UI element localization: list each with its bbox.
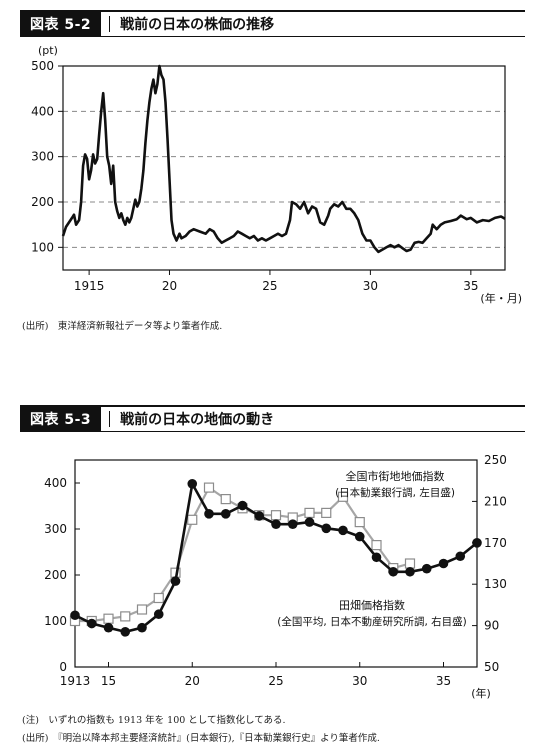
farmland-index-marker [254,511,265,521]
farmland-index-marker [338,525,348,536]
right-y-tick-label: 250 [484,453,507,467]
farmland-index-marker [137,622,147,633]
farmland-index-marker [354,531,365,542]
series1-label: 全国市街地地価指数 [346,469,445,483]
farmland-index-marker [237,500,248,511]
figure1-number: 図表 5-2 [20,12,102,36]
x-tick-label: 30 [352,674,367,688]
y-tick-label: 100 [31,240,54,254]
farmland-index-marker [204,509,214,519]
farmland-index-marker [170,576,181,586]
x-tick-label: 15 [101,674,116,688]
series2-label-desc: (全国平均, 日本不動産研究所調, 右目盛) [277,615,467,628]
figure1-title: 戦前の日本の株価の推移 [109,16,274,33]
farmland-index-marker [153,609,164,620]
urban-land-index-marker [404,558,416,569]
urban-land-index-marker [136,604,148,615]
farmland-index-marker [455,551,466,562]
farmland-index-marker [304,517,315,527]
y-tick-label: 300 [31,150,54,164]
x-axis-unit: (年・月) [480,291,522,305]
right-y-tick-label: 90 [484,619,499,633]
urban-land-index-marker [304,507,315,519]
y-tick-label: 400 [31,104,54,118]
left-y-tick-label: 100 [44,614,67,628]
farmland-index-marker [438,558,449,569]
x-tick-label: 1915 [74,279,105,293]
series1-label-desc: (日本勧業銀行調, 左目盛) [335,486,455,499]
farmland-index-marker [405,566,415,577]
farmland-index-marker [271,519,281,529]
stock-price-series-line [61,64,506,254]
farmland-index-marker [388,566,399,577]
farmland-index-marker [86,618,97,629]
right-y-tick-label: 50 [484,660,499,674]
figure2-header: 図表 5-3 戦前の日本の地価の動き [20,405,525,432]
figure1-header: 図表 5-2 戦前の日本の株価の推移 [20,10,525,37]
plot-frame [62,65,506,271]
x-tick-label: 1913 [60,674,91,688]
right-y-tick-label: 170 [484,536,507,550]
x-tick-label: 30 [363,279,378,293]
urban-land-index-marker [220,493,231,505]
x-tick-label: 35 [463,279,478,293]
stock-price-chart: 100 200 300 400 500 1915 20 25 30 35 (pt) (年・月) [31,44,522,305]
urban-land-index-marker [270,510,282,521]
farmland-index-marker [70,610,80,621]
farmland-index-marker [371,552,382,563]
farmland-index-marker [103,622,114,633]
figure2-number: 図表 5-3 [20,407,102,431]
y-axis-unit: (pt) [38,44,58,57]
farmland-index-marker [287,519,298,529]
urban-land-index-marker [354,516,365,528]
farmland-index-marker [187,479,198,489]
land-price-chart: 0 100 200 300 400 50 90 130 170 210 250 1913 15 20 25 3… [44,453,507,700]
figure2-title: 戦前の日本の地価の動き [109,411,274,428]
urban-land-index-marker [321,507,332,519]
left-y-tick-label: 200 [44,568,67,582]
urban-land-index-marker [120,611,131,622]
figure1-source: (出所) 東洋経済新報社データ等より筆者作成. [22,321,223,332]
left-y-tick-label: 300 [44,522,67,536]
urban-land-index-marker [187,514,198,525]
urban-land-index-marker [103,613,114,624]
x-axis-unit: (年) [471,686,491,700]
y-tick-label: 200 [31,195,54,209]
left-y-tick-label: 400 [44,476,67,490]
farmland-index-marker [220,509,231,519]
x-tick-label: 25 [262,279,277,293]
right-y-tick-label: 130 [484,577,507,591]
urban-land-index-marker [371,539,382,551]
urban-land-index-marker [153,592,164,604]
x-tick-label: 35 [436,674,451,688]
figure2-source: (出所) 『明治以降本邦主要経済統計』(日本銀行),『日本勧業銀行史』より筆者作… [22,733,380,744]
farmland-index-marker [120,627,131,637]
x-tick-label: 20 [185,674,200,688]
farmland-index-marker [472,538,482,548]
x-tick-label: 20 [162,279,177,293]
farmland-index-marker [321,523,332,534]
figure2-note: (注) いずれの指数も 1913 年を 100 として指数化してある. [22,715,286,726]
farmland-index-marker [421,563,432,574]
x-tick-label: 25 [268,674,283,688]
urban-land-index-marker [337,491,349,502]
y-tick-label: 500 [31,59,54,73]
series-line-2 [74,479,478,634]
series2-label: 田畑価格指数 [339,598,405,612]
urban-land-index-marker [203,482,215,493]
right-y-tick-label: 210 [484,494,507,508]
left-y-tick-label: 0 [59,660,67,674]
